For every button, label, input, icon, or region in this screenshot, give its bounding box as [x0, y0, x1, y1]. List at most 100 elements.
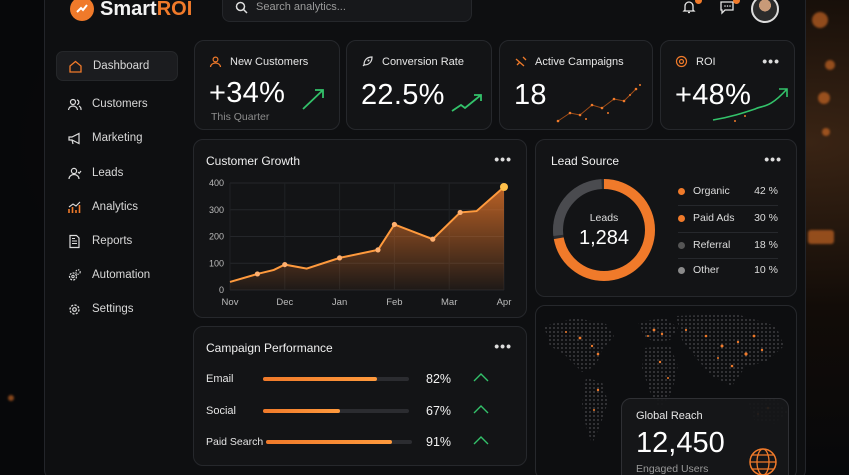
campaign-value: 82% [426, 372, 452, 386]
y-tick-label: 100 [209, 258, 224, 268]
campaign-label: Social [206, 405, 236, 417]
trend-up-icon [302, 89, 324, 110]
bokeh-light [812, 12, 828, 28]
legend-item-paid-ads: Paid Ads 30 % [678, 212, 778, 224]
messages-button[interactable] [719, 0, 740, 17]
campaign-row-social[interactable]: Social 67% [206, 401, 516, 421]
search-input[interactable] [256, 1, 456, 13]
user-icon [209, 56, 222, 68]
campaign-row-paid-search[interactable]: Paid Search 91% [206, 432, 516, 452]
search-bar[interactable] [222, 0, 472, 22]
user-icon [68, 167, 82, 179]
bokeh-light [808, 230, 834, 244]
progress-fill [263, 409, 341, 413]
legend-item-other: Other 10 % [678, 264, 778, 276]
campaign-label: Paid Search [206, 436, 264, 448]
notifications-button[interactable] [681, 0, 702, 17]
sidebar-item-marketing[interactable]: Marketing [56, 123, 178, 153]
sidebar-item-label: Leads [92, 167, 124, 179]
megaphone-icon [515, 56, 527, 67]
global-reach-card[interactable]: Global Reach 12,450 Engaged Users [621, 398, 789, 475]
bokeh-light [818, 92, 830, 104]
data-point [282, 261, 288, 268]
reach-value: 12,450 [636, 427, 725, 459]
donut-arc-main [553, 179, 655, 281]
analytics-icon [68, 201, 81, 213]
sidebar-item-analytics[interactable]: Analytics [56, 192, 178, 222]
campaign-label: Email [206, 373, 234, 385]
data-point [391, 221, 397, 228]
avatar[interactable] [751, 0, 779, 23]
donut-arc-rest [553, 179, 655, 281]
y-tick-label: 300 [209, 205, 224, 215]
kpi-subtitle: This Quarter [211, 111, 270, 123]
data-point [430, 236, 436, 242]
sidebar-item-dashboard[interactable]: Dashboard [56, 51, 178, 81]
gear-icon [69, 303, 80, 315]
reach-title: Global Reach [636, 410, 703, 422]
donut-center-value: 1,284 [578, 227, 630, 249]
target-icon [675, 55, 688, 68]
bell-icon [682, 1, 696, 14]
y-tick-label: 400 [209, 178, 224, 188]
kpi-title: ROI [675, 55, 716, 68]
logo[interactable]: SmartROI [70, 0, 192, 22]
arrow-up-icon [473, 436, 489, 445]
lead-source-card: Lead Source ••• Leads 1,284 Organic 42 % … [535, 139, 797, 297]
x-tick-label: Apr [497, 297, 512, 308]
home-icon [69, 60, 82, 73]
sidebar-item-reports[interactable]: Reports [56, 226, 178, 256]
legend-item-organic: Organic 42 % [678, 185, 778, 197]
logo-icon [70, 0, 94, 21]
sidebar-item-automation[interactable]: Automation [56, 260, 178, 290]
sidebar-item-label: Dashboard [93, 60, 150, 72]
kpi-card-roi[interactable]: ROI ••• +48% [660, 40, 795, 130]
sidebar-item-settings[interactable]: Settings [56, 294, 178, 324]
data-point [500, 183, 508, 192]
campaign-row-email[interactable]: Email 82% [206, 369, 516, 389]
lead-donut-chart [553, 179, 655, 281]
progress-track [263, 409, 409, 413]
divider [678, 205, 778, 206]
sidebar-item-label: Settings [92, 303, 134, 315]
more-options-icon[interactable]: ••• [494, 338, 512, 354]
y-tick-label: 200 [209, 232, 224, 242]
rocket-icon [362, 56, 373, 67]
legend-swatch [678, 241, 685, 249]
x-tick-label: Feb [386, 297, 402, 308]
more-options-icon[interactable]: ••• [494, 151, 512, 167]
sidebar-item-label: Customers [92, 98, 148, 110]
globe-icon [749, 448, 777, 475]
kpi-value: 22.5% [361, 79, 445, 111]
data-point [254, 271, 260, 277]
y-tick-label: 0 [219, 285, 224, 295]
kpi-card-conversion-rate[interactable]: Conversion Rate 22.5% [346, 40, 492, 130]
kpi-value: +48% [675, 79, 752, 111]
kpi-card-active-campaigns[interactable]: Active Campaigns 18 [499, 40, 653, 130]
x-tick-label: Nov [222, 297, 239, 308]
legend-swatch [678, 187, 685, 195]
data-point [457, 209, 463, 216]
sidebar-item-leads[interactable]: Leads [56, 158, 178, 188]
trend-chart-icon [712, 88, 788, 122]
bokeh-light [825, 60, 835, 70]
sidebar-item-customers[interactable]: Customers [56, 89, 178, 119]
logo-text: SmartROI [100, 0, 193, 20]
gears-icon [68, 268, 81, 281]
document-icon [69, 234, 80, 248]
search-icon [235, 1, 248, 14]
kpi-card-new-customers[interactable]: New Customers +34% This Quarter [194, 40, 340, 130]
sidebar-item-label: Reports [92, 235, 133, 247]
legend-swatch [678, 214, 685, 222]
divider [678, 232, 778, 233]
divider [678, 258, 778, 259]
bokeh-light [8, 395, 14, 401]
more-options-icon[interactable]: ••• [762, 53, 780, 69]
kpi-title: Conversion Rate [361, 55, 464, 68]
card-title: Customer Growth [206, 154, 301, 168]
more-options-icon[interactable]: ••• [764, 151, 782, 167]
legend-swatch [678, 266, 685, 274]
bokeh-light [822, 128, 830, 136]
notification-dot [695, 0, 702, 4]
area-fill [230, 187, 504, 290]
